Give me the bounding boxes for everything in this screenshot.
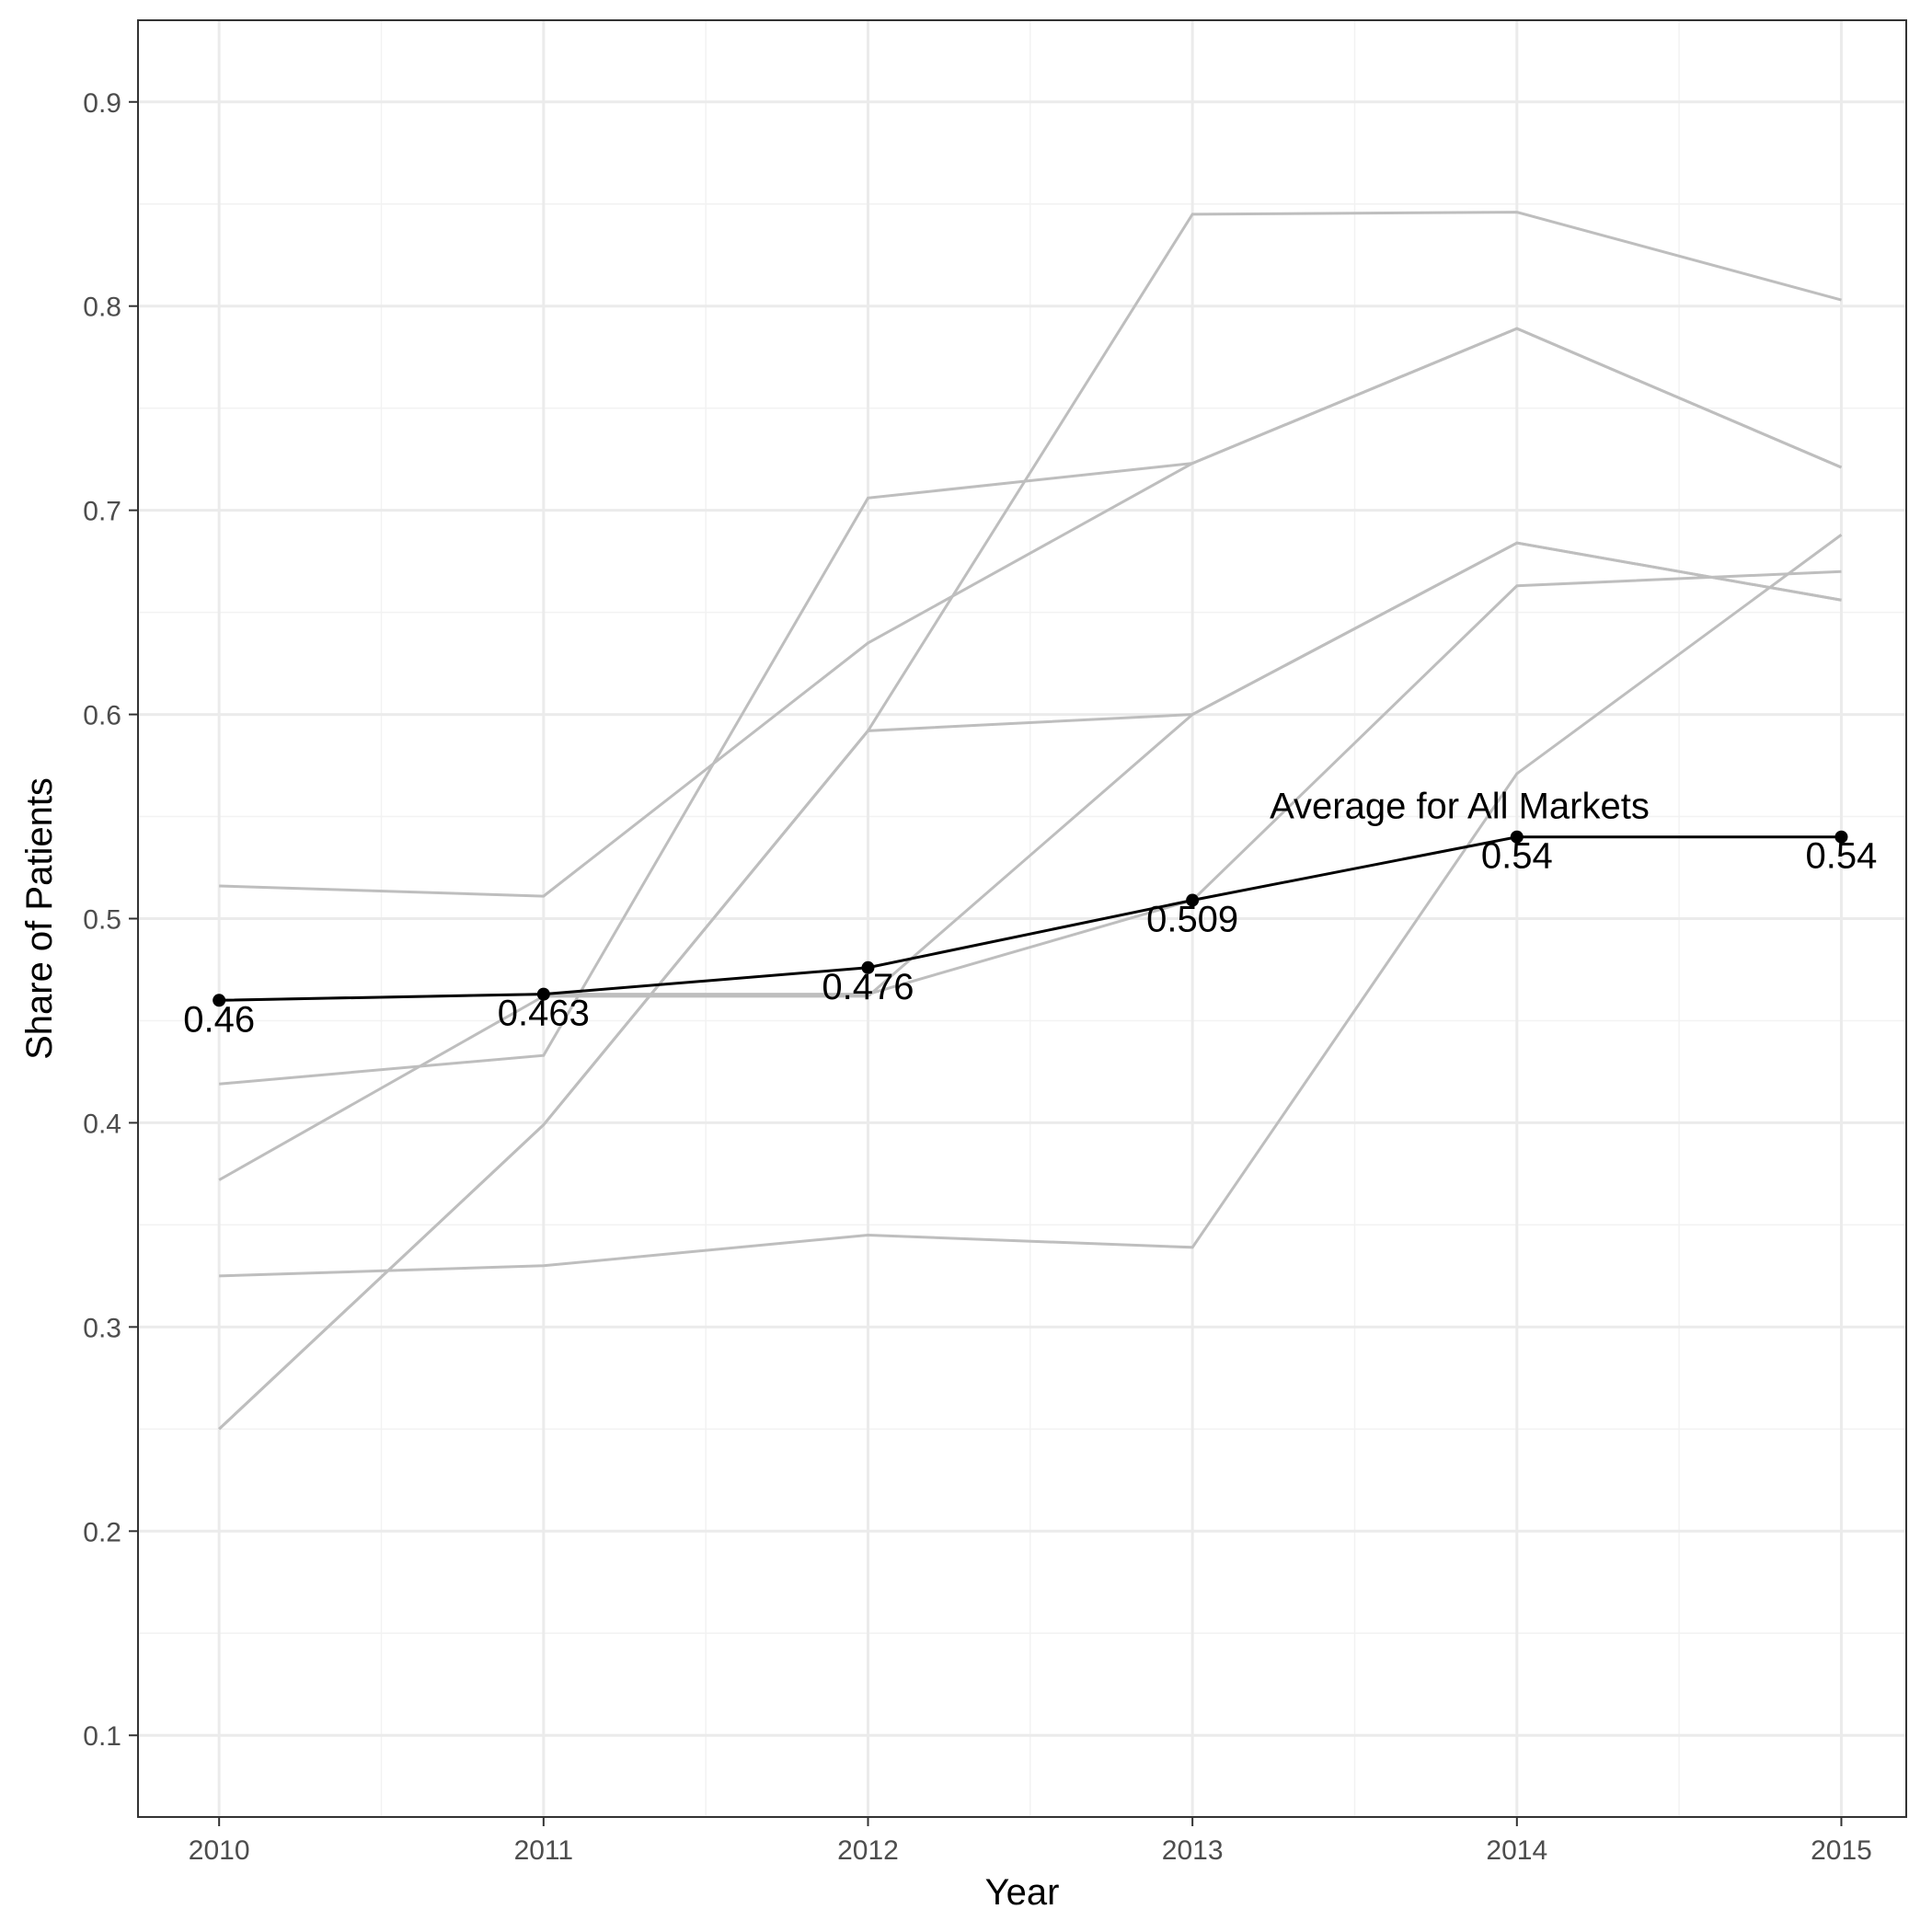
- y-tick-label: 0.9: [83, 88, 121, 119]
- average-data-label: 0.54: [1806, 836, 1878, 877]
- average-point: [536, 987, 550, 1001]
- y-tick-label: 0.4: [83, 1109, 121, 1139]
- y-tick-label: 0.6: [83, 701, 121, 731]
- average-line: [219, 835, 1842, 1002]
- grid-lines: [138, 20, 1906, 1817]
- average-data-label: 0.54: [1481, 836, 1553, 877]
- average-point: [1510, 830, 1524, 844]
- market-line-2: [219, 327, 1843, 1086]
- x-tick-label: 2013: [1162, 1835, 1224, 1866]
- x-tick-label: 2011: [514, 1835, 574, 1866]
- x-tick-labels: 2010 2011 2012 2013 2014 2015: [189, 1835, 1872, 1866]
- average-series-label: Average for All Markets: [1270, 787, 1650, 827]
- market-line-6: [218, 211, 1842, 1431]
- average-point: [861, 960, 875, 974]
- y-axis-title: Share of Patients: [19, 777, 60, 1060]
- y-tick-label: 0.2: [83, 1517, 121, 1547]
- axis-ticks: [129, 100, 1843, 1826]
- average-series: 0.46 0.463 0.476 0.509 0.54 0.54 Average for A…: [183, 787, 1877, 1041]
- average-data-label: 0.476: [822, 967, 914, 1007]
- average-data-label: 0.46: [183, 999, 255, 1040]
- market-line-5: [219, 534, 1843, 1278]
- x-tick-label: 2015: [1811, 1835, 1872, 1866]
- average-data-label: 0.463: [498, 994, 590, 1034]
- x-tick-label: 2012: [837, 1835, 899, 1866]
- x-tick-label: 2010: [189, 1835, 250, 1866]
- y-tick-label: 0.5: [83, 905, 121, 936]
- x-tick-label: 2014: [1486, 1835, 1547, 1866]
- average-point: [1186, 893, 1200, 907]
- average-point: [213, 994, 226, 1007]
- y-tick-label: 0.1: [83, 1721, 121, 1752]
- y-tick-label: 0.7: [83, 497, 121, 527]
- y-tick-labels: 0.1 0.2 0.3 0.4 0.5 0.6 0.7 0.8 0.9: [83, 88, 121, 1752]
- y-tick-label: 0.8: [83, 293, 121, 323]
- average-point: [1834, 830, 1848, 844]
- average-data-label: 0.509: [1146, 900, 1238, 940]
- x-axis-title: Year: [985, 1872, 1060, 1913]
- y-tick-label: 0.3: [83, 1313, 121, 1343]
